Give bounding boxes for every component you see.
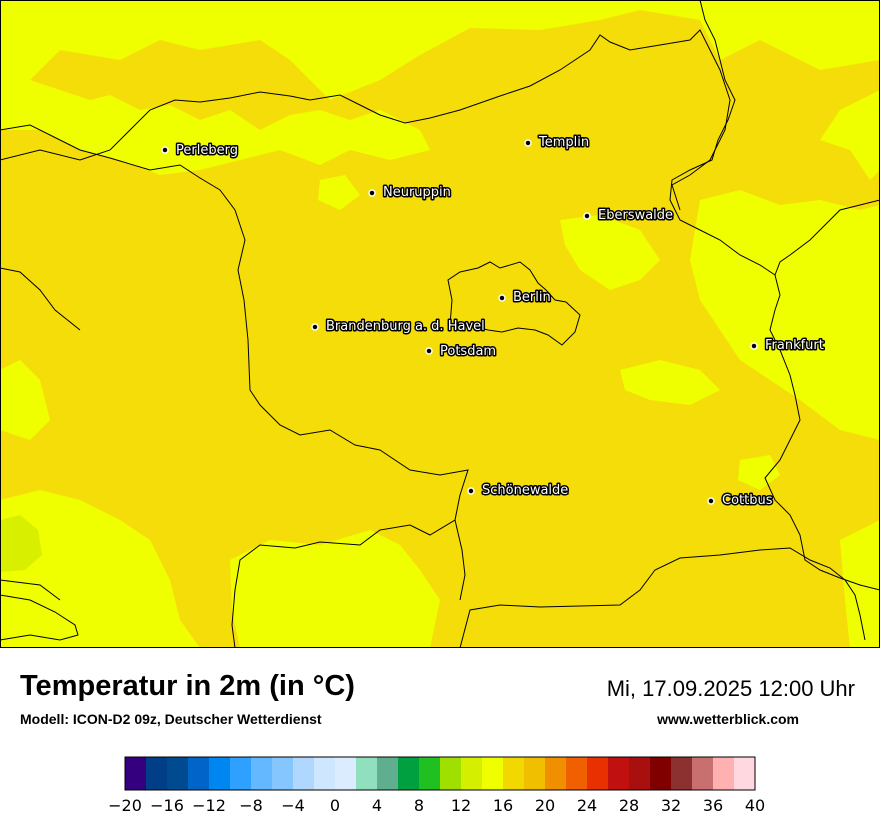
legend-tick-label: −8 <box>239 796 263 815</box>
legend-tick-label: 16 <box>493 796 513 815</box>
legend-swatch <box>314 757 336 790</box>
legend-swatch <box>377 757 399 790</box>
legend-swatch <box>398 757 420 790</box>
legend-swatch <box>587 757 609 790</box>
city-marker <box>707 497 715 505</box>
legend-tick-label: 8 <box>414 796 424 815</box>
city-eberswalde: Eberswalde <box>583 207 675 225</box>
legend-tick-label: −20 <box>108 796 142 815</box>
city-label: Perleberg <box>176 143 238 158</box>
legend-swatches <box>125 757 756 790</box>
legend-swatch <box>335 757 357 790</box>
temperature-field-cool <box>0 515 42 572</box>
city-marker <box>524 139 532 147</box>
legend-tick-label: 36 <box>703 796 723 815</box>
legend-swatch <box>461 757 483 790</box>
legend-swatch <box>188 757 210 790</box>
city-label: Cottbus <box>722 493 773 508</box>
legend-swatch <box>503 757 525 790</box>
legend-swatch <box>251 757 273 790</box>
city-marker <box>368 189 376 197</box>
website-link[interactable]: www.wetterblick.com <box>657 711 799 727</box>
city-marker <box>750 342 758 350</box>
city-label: Berlin <box>513 290 551 305</box>
legend-swatch <box>545 757 567 790</box>
legend-swatch <box>356 757 378 790</box>
city-label: Templin <box>538 135 589 150</box>
city-label: Frankfurt <box>765 338 824 353</box>
legend-swatch <box>167 757 189 790</box>
legend-swatch <box>692 757 714 790</box>
legend-swatch <box>629 757 651 790</box>
legend-tick-label: 28 <box>619 796 639 815</box>
city-label: Potsdam <box>440 344 496 359</box>
city-marker <box>161 146 169 154</box>
legend-tick-label: 0 <box>330 796 340 815</box>
legend-tick-label: −16 <box>150 796 184 815</box>
legend-tick-label: 32 <box>661 796 681 815</box>
model-source: Modell: ICON-D2 09z, Deutscher Wetterdie… <box>20 711 322 727</box>
city-marker <box>311 323 319 331</box>
city-cottbus: Cottbus <box>707 492 774 510</box>
city-marker <box>498 294 506 302</box>
city-label: Eberswalde <box>598 208 673 223</box>
city-neuruppin: Neuruppin <box>368 184 452 202</box>
city-potsdam: Potsdam <box>425 343 498 361</box>
city-marker <box>467 487 475 495</box>
legend-swatch <box>125 757 147 790</box>
legend-swatch <box>482 757 504 790</box>
map-title: Temperatur in 2m (in °C) <box>20 670 355 702</box>
legend-swatch <box>671 757 693 790</box>
legend-tick-label: −12 <box>192 796 226 815</box>
city-schoenewalde: Schönewalde <box>467 482 570 500</box>
city-perleberg: Perleberg <box>161 142 239 160</box>
color-legend: −20 −16 −12 −8 −4 0 4 8 12 16 20 24 28 32 36 40 <box>108 756 765 815</box>
legend-tick-label: 4 <box>372 796 382 815</box>
legend-frame <box>124 756 756 791</box>
legend-tick-label: 12 <box>451 796 471 815</box>
legend-swatch <box>524 757 546 790</box>
legend-tick-label: 40 <box>745 796 765 815</box>
city-brandenburg: Brandenburg a. d. Havel <box>311 318 486 336</box>
city-berlin: Berlin <box>498 289 552 307</box>
temperature-field-warm <box>0 0 880 648</box>
legend-swatch <box>209 757 231 790</box>
legend-swatch <box>272 757 294 790</box>
legend-swatch <box>734 757 756 790</box>
legend-swatch <box>230 757 252 790</box>
legend-swatch <box>293 757 315 790</box>
city-marker <box>425 347 433 355</box>
city-label: Neuruppin <box>383 185 451 200</box>
city-label: Schönewalde <box>482 483 568 498</box>
city-templin: Templin <box>524 134 591 152</box>
legend-swatch <box>440 757 462 790</box>
forecast-datetime: Mi, 17.09.2025 12:00 Uhr <box>606 676 855 701</box>
legend-swatch <box>419 757 441 790</box>
city-marker <box>583 212 591 220</box>
legend-swatch <box>146 757 168 790</box>
legend-ticks: −20 −16 −12 −8 −4 0 4 8 12 16 20 24 28 32 36 40 <box>108 796 765 815</box>
legend-swatch <box>650 757 672 790</box>
legend-tick-label: 20 <box>535 796 555 815</box>
city-frankfurt: Frankfurt <box>750 337 825 355</box>
legend-tick-label: 24 <box>577 796 597 815</box>
legend-swatch <box>608 757 630 790</box>
legend-swatch <box>713 757 735 790</box>
legend-swatch <box>566 757 588 790</box>
city-label: Brandenburg a. d. Havel <box>326 319 485 334</box>
borders <box>0 0 880 648</box>
legend-tick-label: −4 <box>281 796 305 815</box>
temperature-map: Perleberg Templin Neuruppin Eberswalde B… <box>0 0 880 648</box>
